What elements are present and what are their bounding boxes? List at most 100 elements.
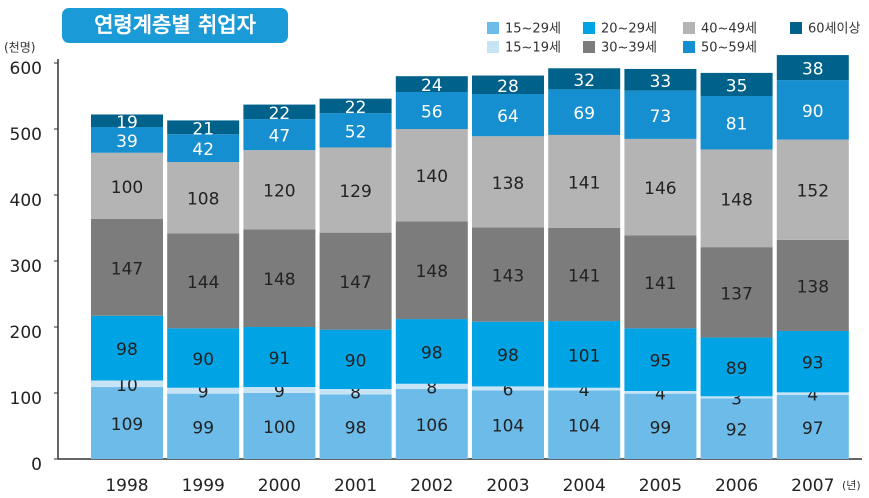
y-tick-label: 200 [10, 323, 42, 343]
legend-swatch [583, 41, 595, 53]
value-label: 42 [192, 140, 214, 160]
bar-segment [700, 149, 773, 248]
bar-segment [167, 233, 240, 329]
value-label: 33 [650, 72, 672, 92]
value-label: 8 [426, 378, 437, 398]
bar-segment [319, 98, 392, 114]
bar-segment [624, 90, 697, 139]
value-label: 120 [263, 182, 295, 202]
bar-segment [472, 136, 544, 228]
x-tick-label: 2007 [791, 476, 834, 496]
bar-segment [700, 96, 773, 150]
value-label: 4 [807, 386, 818, 406]
value-label: 56 [421, 103, 443, 123]
bar-segment [624, 393, 697, 459]
value-label: 101 [568, 346, 600, 366]
value-label: 97 [802, 419, 824, 439]
bar-segment [776, 239, 849, 331]
value-label: 81 [726, 115, 748, 135]
legend-swatch [487, 22, 499, 34]
value-label: 147 [339, 273, 371, 293]
value-label: 93 [802, 354, 824, 374]
value-label: 152 [797, 182, 829, 202]
value-label: 90 [192, 350, 214, 370]
value-label: 138 [492, 174, 524, 194]
bar-segment [472, 321, 544, 387]
y-tick-label: 0 [31, 455, 42, 475]
x-tick-label: 2001 [334, 476, 377, 496]
bar-segment [243, 150, 316, 230]
bar-segment [243, 104, 316, 120]
bar-segment [624, 328, 697, 392]
legend-label: 40~49세 [701, 22, 757, 37]
bar-segment [700, 247, 773, 338]
value-label: 90 [802, 102, 824, 122]
value-label: 9 [274, 382, 285, 402]
value-label: 4 [579, 381, 590, 401]
value-label: 99 [192, 418, 214, 438]
bar-segment [243, 119, 316, 151]
value-label: 104 [492, 417, 524, 437]
value-label: 4 [655, 384, 666, 404]
value-label: 140 [416, 167, 448, 187]
bar-segment [167, 328, 240, 388]
value-label: 141 [568, 173, 600, 193]
value-label: 47 [269, 127, 291, 147]
value-label: 100 [111, 178, 143, 198]
value-label: 52 [345, 122, 367, 142]
bar-segment [91, 127, 163, 153]
bar-segment [243, 229, 316, 327]
value-label: 39 [116, 132, 138, 152]
bar-segment [624, 391, 697, 394]
bar-segment [472, 227, 544, 322]
value-label: 95 [650, 352, 672, 372]
legend-label: 15~19세 [505, 41, 561, 56]
value-label: 109 [111, 415, 143, 435]
value-label: 141 [644, 274, 676, 294]
legend-label: 20~29세 [601, 22, 657, 37]
chart-title: 연령계층별 취업자 [94, 13, 257, 37]
bar-segment [319, 113, 392, 148]
bar-segment [167, 134, 240, 162]
bar-segment [624, 138, 697, 236]
x-tick-label: 1999 [182, 476, 225, 496]
value-label: 147 [111, 259, 143, 279]
x-tick-label: 2005 [639, 476, 682, 496]
bar-segment [91, 218, 163, 316]
value-label: 141 [568, 267, 600, 287]
bar-segment [167, 162, 240, 234]
bar-segment [167, 120, 240, 135]
bar-segment [700, 337, 773, 397]
legend-label: 50~59세 [701, 41, 757, 56]
y-tick-label: 400 [10, 191, 42, 211]
x-tick-label: 1998 [105, 476, 148, 496]
bar-segment [91, 114, 163, 128]
x-tick-label: 2002 [410, 476, 453, 496]
bar-segment [395, 129, 468, 222]
value-label: 108 [187, 190, 219, 210]
value-label: 28 [497, 77, 519, 97]
value-label: 148 [416, 262, 448, 282]
bar-segment [91, 387, 163, 459]
value-label: 9 [198, 383, 209, 403]
bar-segment [91, 152, 163, 219]
bar-segment [395, 383, 468, 390]
value-label: 100 [263, 418, 295, 438]
bar-segment [395, 221, 468, 320]
bar-segment [91, 315, 163, 381]
value-label: 22 [345, 98, 367, 118]
value-label: 6 [503, 380, 514, 400]
bar-segment [548, 68, 621, 90]
bar-segment [776, 55, 849, 81]
value-label: 64 [497, 107, 519, 127]
bar-segment [395, 319, 468, 384]
bar-segment [243, 387, 316, 393]
value-label: 90 [345, 351, 367, 371]
value-label: 148 [720, 190, 752, 210]
bar-segment [472, 94, 544, 137]
bar-segment [91, 380, 163, 388]
legend-label: 30~39세 [601, 41, 657, 56]
value-label: 98 [345, 419, 367, 439]
value-label: 3 [731, 389, 742, 409]
